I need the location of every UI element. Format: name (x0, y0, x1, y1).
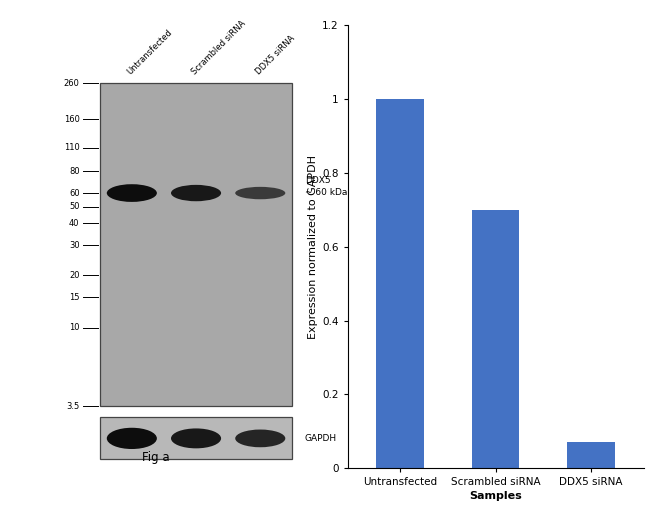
Ellipse shape (107, 184, 157, 202)
Text: 3.5: 3.5 (66, 402, 79, 411)
Text: 60: 60 (69, 188, 79, 197)
Text: 110: 110 (64, 143, 79, 152)
X-axis label: Samples: Samples (469, 492, 522, 501)
Text: DDX5 siRNA: DDX5 siRNA (254, 34, 297, 76)
Text: 50: 50 (69, 202, 79, 211)
Text: 10: 10 (69, 323, 79, 332)
Bar (376, 99, 424, 468)
Text: DDX5
~ 60 kDa: DDX5 ~ 60 kDa (305, 176, 347, 197)
Text: 160: 160 (64, 115, 79, 124)
Text: 20: 20 (69, 271, 79, 280)
Ellipse shape (171, 429, 221, 448)
Text: Untransfected: Untransfected (125, 27, 174, 76)
Text: 260: 260 (64, 78, 79, 88)
Text: GAPDH: GAPDH (305, 434, 337, 443)
Text: Scrambled siRNA: Scrambled siRNA (190, 19, 248, 76)
Bar (99, 417, 293, 460)
Ellipse shape (171, 185, 221, 201)
Text: 15: 15 (69, 293, 79, 301)
Text: 40: 40 (69, 219, 79, 228)
Bar (472, 210, 519, 468)
Y-axis label: Expression normalized to GAPDH: Expression normalized to GAPDH (307, 155, 318, 339)
Ellipse shape (107, 428, 157, 449)
Text: Fig a: Fig a (142, 451, 170, 464)
Ellipse shape (235, 430, 285, 447)
Bar (99, 83, 293, 406)
Bar (567, 442, 615, 468)
Text: 30: 30 (69, 241, 79, 249)
Text: 80: 80 (69, 167, 79, 176)
Ellipse shape (235, 187, 285, 199)
